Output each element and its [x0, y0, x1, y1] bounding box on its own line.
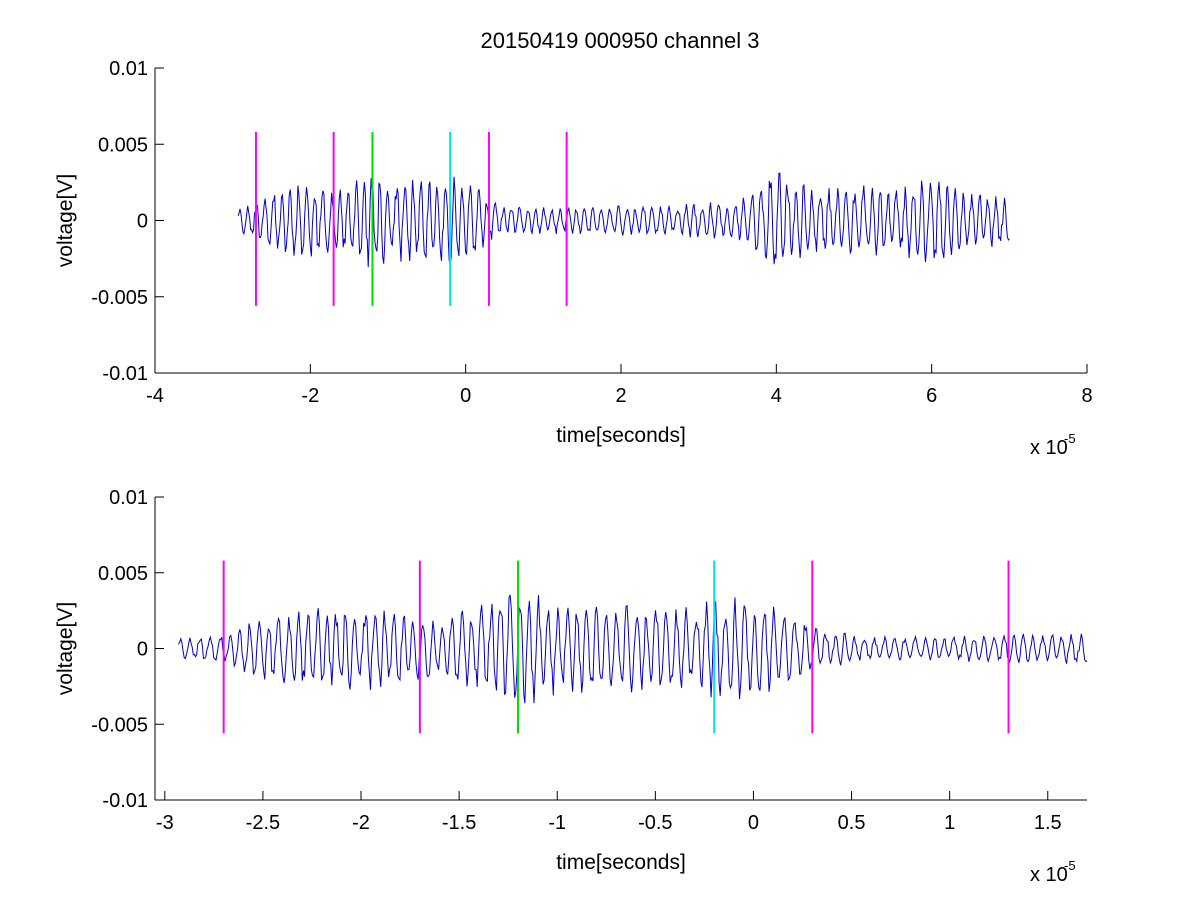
y-tick-label: 0.01 — [109, 487, 148, 509]
x-tick-label: -2 — [301, 385, 319, 407]
x-exponent-label: x 10 — [1030, 437, 1068, 459]
y-tick-label: 0 — [137, 211, 148, 233]
y-tick-label: 0.01 — [109, 58, 148, 80]
y-axis-label: voltage[V] — [54, 602, 77, 695]
x-tick-label: 6 — [926, 385, 937, 407]
x-tick-label: 0 — [460, 385, 471, 407]
x-axis-label: time[seconds] — [556, 851, 686, 874]
x-tick-label: 1.5 — [1034, 812, 1062, 834]
y-axis-label: voltage[V] — [54, 174, 77, 267]
y-tick-label: -0.01 — [102, 363, 148, 385]
x-tick-label: -2 — [352, 812, 370, 834]
x-tick-label: 4 — [771, 385, 782, 407]
x-exponent-value: -5 — [1064, 431, 1076, 446]
x-tick-label: -2.5 — [246, 812, 280, 834]
x-tick-label: -0.5 — [638, 812, 672, 834]
y-tick-label: 0.005 — [98, 134, 148, 156]
y-tick-label: -0.01 — [102, 790, 148, 812]
x-tick-label: -1 — [548, 812, 566, 834]
y-tick-label: 0.005 — [98, 563, 148, 585]
x-tick-label: -1.5 — [442, 812, 476, 834]
x-tick-label: 8 — [1081, 385, 1092, 407]
x-tick-label: 1 — [944, 812, 955, 834]
axes-bottom: -3 -2.5 -2 -1.5 -1 -0.5 0 0.5 1 1.5 -0.01 -0.005 0 0.… — [54, 487, 1088, 886]
voltage-trace — [237, 172, 1010, 268]
y-tick-label: 0 — [137, 639, 148, 661]
x-exponent-value: -5 — [1064, 858, 1076, 873]
x-tick-label: -4 — [146, 385, 164, 407]
voltage-trace — [178, 594, 1088, 704]
chart-title: 20150419 000950 channel 3 — [481, 28, 760, 53]
x-tick-label: 0 — [748, 812, 759, 834]
x-tick-label: -3 — [156, 812, 174, 834]
x-tick-label: 0.5 — [838, 812, 866, 834]
x-tick-label: 2 — [615, 385, 626, 407]
x-exponent-label: x 10 — [1030, 864, 1068, 886]
axes-top: -4 -2 0 2 4 6 8 -0.01 -0.005 0 0.005 0.01 time[secon… — [54, 58, 1093, 459]
x-axis-label: time[seconds] — [556, 424, 686, 447]
y-tick-label: -0.005 — [91, 714, 148, 736]
y-tick-label: -0.005 — [91, 287, 148, 309]
